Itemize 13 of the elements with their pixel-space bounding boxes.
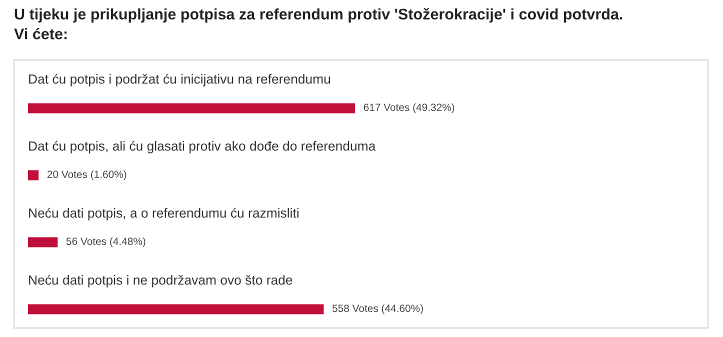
data-label: 56 Votes (4.48%): [66, 237, 146, 248]
y-tick-label: Neću dati potpis i ne podržavam ovo što rade: [29, 274, 292, 288]
bar: [28, 103, 355, 114]
bar: [28, 304, 324, 314]
y-tick-label: Dat ću potpis, ali ću glasati protiv ako dođe do referenduma: [29, 140, 376, 154]
y-tick-label: Neću dati potpis, a o referendumu ću razmisliti: [29, 208, 298, 220]
data-label: 617 Votes (49.32%): [364, 103, 454, 114]
chart-title: U tijeku je prikupljanje potpisa za referendum protiv 'Stožerokracije' i covid potvrda. Vi ćete:: [14, 8, 622, 40]
bar: [28, 237, 58, 248]
data-label: 20 Votes (1.60%): [47, 170, 126, 180]
data-label: 558 Votes (44.60%): [332, 304, 423, 314]
y-tick-label: Dat ću potpis i podržat ću inicijativu na referendumu: [29, 74, 330, 86]
bar: [28, 170, 39, 180]
